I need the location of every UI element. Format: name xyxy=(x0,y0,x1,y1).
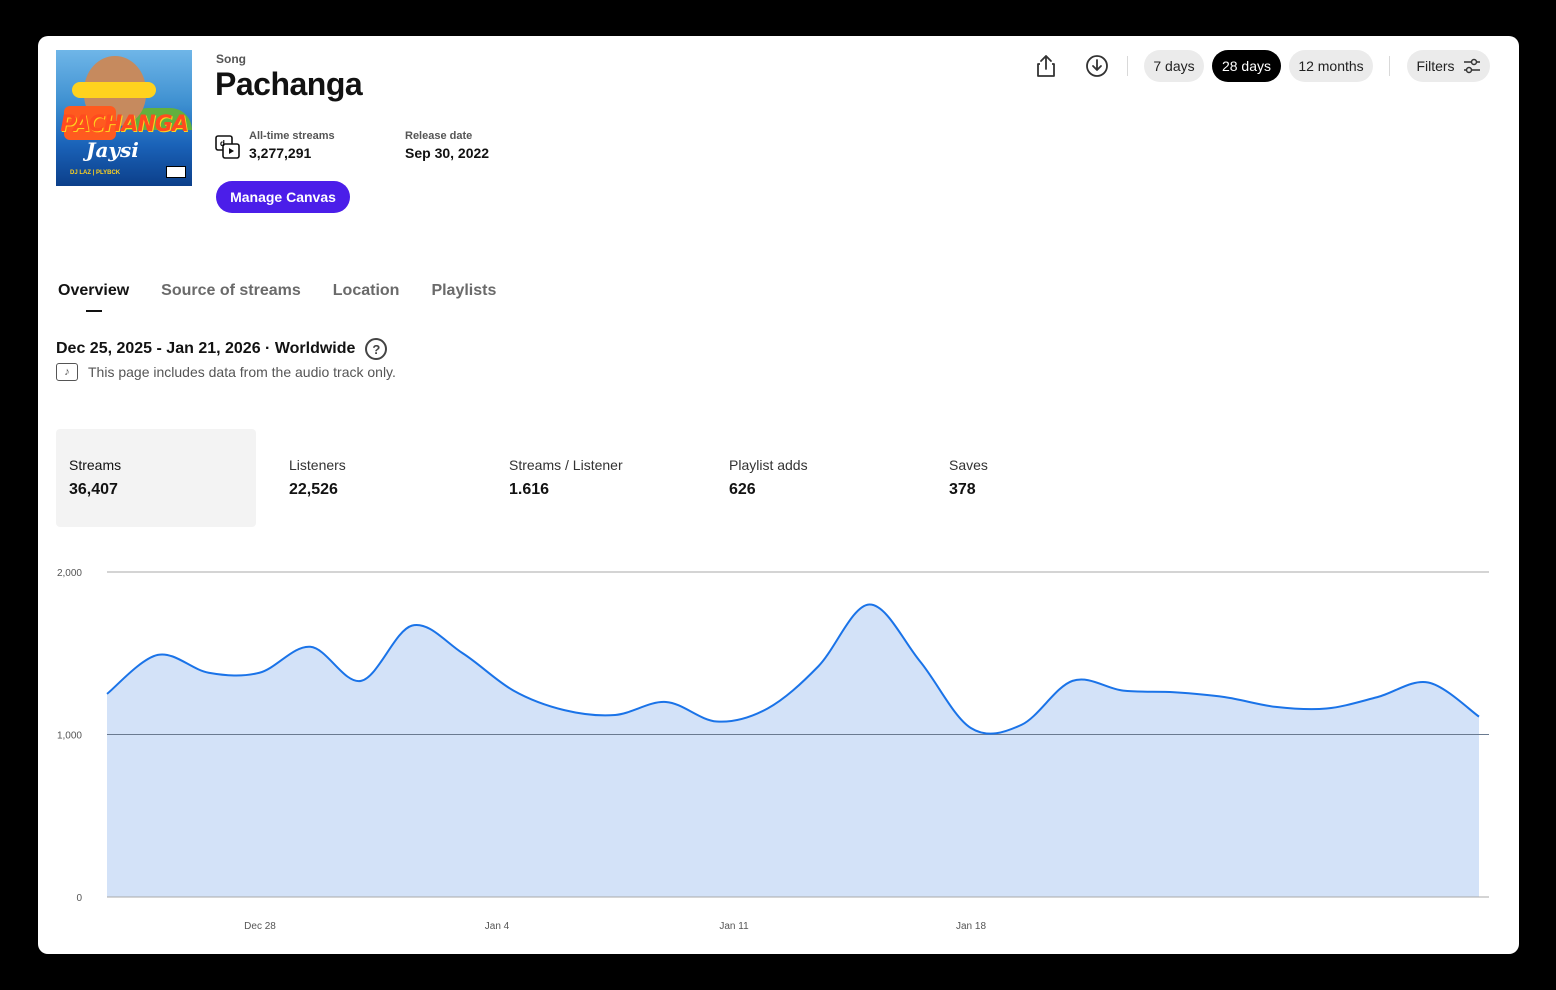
streams-chart: 2,000 1,000 0 Dec 28 Jan 4 Jan 11 Jan 18 xyxy=(57,568,1489,932)
streams-line xyxy=(106,603,1480,735)
streams-area xyxy=(107,604,1479,897)
item-kind: Song xyxy=(216,52,246,66)
release-date-label: Release date xyxy=(405,130,473,142)
metric-value: 626 xyxy=(729,481,756,498)
tab-location[interactable]: Location xyxy=(332,282,400,299)
metric-label: Listeners xyxy=(289,457,346,473)
metric-label: Streams / Listener xyxy=(509,457,623,473)
metric-value: 1.616 xyxy=(509,481,550,498)
range-12-months[interactable]: 12 months xyxy=(1289,50,1373,82)
song-title: Pachanga xyxy=(215,66,363,102)
app-window: PACHANGA Jaysi DJ LAZ | PLYBCK Song Pach… xyxy=(38,36,1519,954)
y-tick-label: 0 xyxy=(76,893,82,904)
album-cover: PACHANGA Jaysi DJ LAZ | PLYBCK xyxy=(56,50,192,186)
filters-button[interactable]: Filters xyxy=(1407,50,1490,82)
x-tick-label: Dec 28 xyxy=(244,921,276,932)
y-tick-label: 1,000 xyxy=(57,731,82,742)
metric-label: Streams xyxy=(69,457,122,473)
help-icon[interactable]: ? xyxy=(365,338,388,360)
filters-label: Filters xyxy=(1416,58,1455,74)
date-range-label: Dec 25, 2025 - Jan 21, 2026 · Worldwide xyxy=(56,340,356,357)
tab-bar: Overview Source of streams Location Play… xyxy=(58,282,497,312)
audio-track-note: ♪ This page includes data from the audio… xyxy=(56,363,396,381)
cover-title: PACHANGA xyxy=(60,112,189,137)
share-button[interactable] xyxy=(1032,52,1060,80)
y-tick-label: 2,000 xyxy=(57,568,82,579)
share-icon xyxy=(1037,55,1055,77)
metric-listeners[interactable]: Listeners 22,526 xyxy=(276,429,476,527)
metric-value: 36,407 xyxy=(69,481,118,498)
x-tick-label: Jan 4 xyxy=(485,921,510,932)
tab-playlists[interactable]: Playlists xyxy=(431,282,497,299)
metric-saves[interactable]: Saves 378 xyxy=(936,429,1136,527)
sliders-icon xyxy=(1463,58,1480,74)
toolbar-divider xyxy=(1389,56,1390,76)
range-28-days[interactable]: 28 days xyxy=(1212,50,1281,82)
metric-playlist-adds[interactable]: Playlist adds 626 xyxy=(716,429,916,527)
metric-label: Playlist adds xyxy=(729,457,808,473)
release-date-value: Sep 30, 2022 xyxy=(405,145,490,161)
x-tick-label: Jan 18 xyxy=(956,921,986,932)
svg-text:d: d xyxy=(220,139,225,148)
all-time-streams-value: 3,277,291 xyxy=(249,145,312,161)
advisory-badge xyxy=(166,166,186,178)
streams-icon: d xyxy=(215,135,240,159)
audio-track-note-text: This page includes data from the audio t… xyxy=(88,364,396,380)
manage-canvas-button[interactable]: Manage Canvas xyxy=(216,181,350,213)
audio-track-icon: ♪ xyxy=(56,363,78,381)
metric-streams-per-listener[interactable]: Streams / Listener 1.616 xyxy=(496,429,696,527)
all-time-streams-label: All-time streams xyxy=(249,130,335,142)
toolbar-divider xyxy=(1127,56,1128,76)
metric-value: 22,526 xyxy=(289,481,338,498)
download-button[interactable] xyxy=(1083,52,1111,80)
x-tick-label: Jan 11 xyxy=(719,921,749,932)
tab-overview[interactable]: Overview xyxy=(58,282,130,312)
all-time-streams: All-time streams 3,277,291 xyxy=(249,130,335,161)
range-7-days[interactable]: 7 days xyxy=(1144,50,1204,82)
metric-label: Saves xyxy=(949,457,988,473)
date-range-heading: Dec 25, 2025 - Jan 21, 2026 · Worldwide … xyxy=(56,338,388,360)
tab-source-of-streams[interactable]: Source of streams xyxy=(161,282,301,299)
metric-value: 378 xyxy=(949,481,976,498)
cover-credit: DJ LAZ | PLYBCK xyxy=(70,170,121,176)
cover-artist: Jaysi xyxy=(86,138,139,162)
release-date: Release date Sep 30, 2022 xyxy=(405,130,489,161)
download-icon xyxy=(1086,55,1108,77)
metric-streams[interactable]: Streams 36,407 xyxy=(56,429,256,527)
